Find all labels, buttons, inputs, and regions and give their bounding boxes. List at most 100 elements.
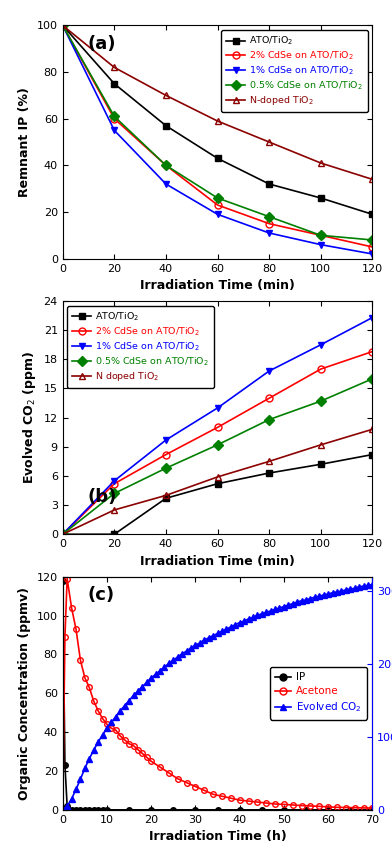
ATO/TiO$_2$ [60,529,65,539]
Acetone [335,802,339,812]
IP [193,805,198,815]
IP [304,805,309,815]
Line: Evolved CO$_2$: Evolved CO$_2$ [60,582,375,812]
IP [60,576,65,586]
Acetone [220,791,224,801]
Line: Acetone: Acetone [60,576,375,812]
1% CdSe on ATO/TiO$_2$ [267,228,272,238]
0.5% CdSe on ATO/TiO$_2$ [215,440,220,450]
0.5% CdSe on ATO/TiO$_2$ [163,160,168,170]
Evolved CO$_2$ [69,794,74,804]
Evolved CO$_2$ [149,672,154,683]
N doped TiO$_2$ [112,505,117,515]
Acetone [87,683,92,693]
0.5% CdSe on ATO/TiO$_2$ [215,193,220,204]
0.5% CdSe on ATO/TiO$_2$ [318,230,323,241]
2% CdSe on ATO/TiO$_2$ [370,242,375,252]
Acetone [100,713,105,723]
Acetone [65,573,69,583]
ATO/TiO$_2$ [215,153,220,164]
IP [149,805,154,815]
Acetone [140,749,145,759]
Evolved CO$_2$ [352,583,357,594]
Acetone [229,793,233,803]
0.5% CdSe on ATO/TiO$_2$ [60,529,65,539]
Acetone [184,778,189,788]
Acetone [113,725,118,735]
Acetone [193,782,198,792]
ATO/TiO$_2$ [215,478,220,488]
0.5% CdSe on ATO/TiO$_2$ [370,374,375,384]
Acetone [109,723,114,734]
1% CdSe on ATO/TiO$_2$ [318,240,323,250]
IP [370,805,375,815]
1% CdSe on ATO/TiO$_2$ [267,366,272,377]
Acetone [361,803,366,813]
Acetone [175,773,180,784]
1% CdSe on ATO/TiO$_2$ [60,20,65,31]
Line: 1% CdSe on ATO/TiO$_2$: 1% CdSe on ATO/TiO$_2$ [59,22,376,258]
2% CdSe on ATO/TiO$_2$ [267,393,272,404]
Acetone [78,656,83,666]
0.5% CdSe on ATO/TiO$_2$ [267,415,272,425]
IP [281,805,286,815]
N-doped TiO$_2$ [215,116,220,126]
Acetone [352,802,357,812]
Y-axis label: Organic Concentration (ppmv): Organic Concentration (ppmv) [18,587,31,800]
Line: 0.5% CdSe on ATO/TiO$_2$: 0.5% CdSe on ATO/TiO$_2$ [59,376,376,538]
ATO/TiO$_2$ [370,209,375,220]
Acetone [264,798,269,808]
Line: ATO/TiO$_2$: ATO/TiO$_2$ [59,22,376,218]
ATO/TiO$_2$ [267,468,272,478]
N-doped TiO$_2$ [267,137,272,148]
1% CdSe on ATO/TiO$_2$ [370,312,375,322]
Line: 2% CdSe on ATO/TiO$_2$: 2% CdSe on ATO/TiO$_2$ [59,22,376,250]
ATO/TiO$_2$ [163,120,168,131]
Acetone [118,731,123,741]
ATO/TiO$_2$ [112,529,117,539]
Acetone [343,802,348,812]
1% CdSe on ATO/TiO$_2$ [112,126,117,136]
Acetone [317,801,322,812]
2% CdSe on ATO/TiO$_2$ [370,347,375,357]
Acetone [131,740,136,750]
Line: 2% CdSe on ATO/TiO$_2$: 2% CdSe on ATO/TiO$_2$ [59,348,376,538]
IP [348,805,353,815]
Legend: IP, Acetone, Evolved CO$_2$: IP, Acetone, Evolved CO$_2$ [270,667,367,719]
IP [171,805,176,815]
X-axis label: Irradiation Time (h): Irradiation Time (h) [149,830,287,843]
2% CdSe on ATO/TiO$_2$ [60,20,65,31]
ATO/TiO$_2$ [60,20,65,31]
IP [65,801,69,811]
2% CdSe on ATO/TiO$_2$ [267,219,272,229]
Acetone [211,789,216,800]
Acetone [246,796,251,806]
Line: ATO/TiO$_2$: ATO/TiO$_2$ [59,451,376,538]
N doped TiO$_2$ [267,456,272,466]
IP [100,805,105,815]
1% CdSe on ATO/TiO$_2$ [215,209,220,220]
IP [215,805,220,815]
2% CdSe on ATO/TiO$_2$ [215,200,220,210]
Line: 1% CdSe on ATO/TiO$_2$: 1% CdSe on ATO/TiO$_2$ [59,314,376,538]
Line: 0.5% CdSe on ATO/TiO$_2$: 0.5% CdSe on ATO/TiO$_2$ [59,22,376,243]
0.5% CdSe on ATO/TiO$_2$ [112,111,117,121]
1% CdSe on ATO/TiO$_2$ [318,340,323,350]
IP [105,805,109,815]
Text: (a): (a) [87,35,116,53]
2% CdSe on ATO/TiO$_2$ [215,422,220,432]
Evolved CO$_2$ [175,652,180,662]
Acetone [127,739,131,749]
N doped TiO$_2$ [163,490,168,500]
2% CdSe on ATO/TiO$_2$ [163,449,168,460]
Acetone [158,762,162,773]
ATO/TiO$_2$ [318,193,323,204]
IP [63,760,67,770]
0.5% CdSe on ATO/TiO$_2$ [60,20,65,31]
1% CdSe on ATO/TiO$_2$ [60,529,65,539]
IP [96,805,100,815]
2% CdSe on ATO/TiO$_2$ [318,364,323,374]
Acetone [290,800,295,810]
Acetone [74,624,78,634]
Acetone [299,801,304,811]
